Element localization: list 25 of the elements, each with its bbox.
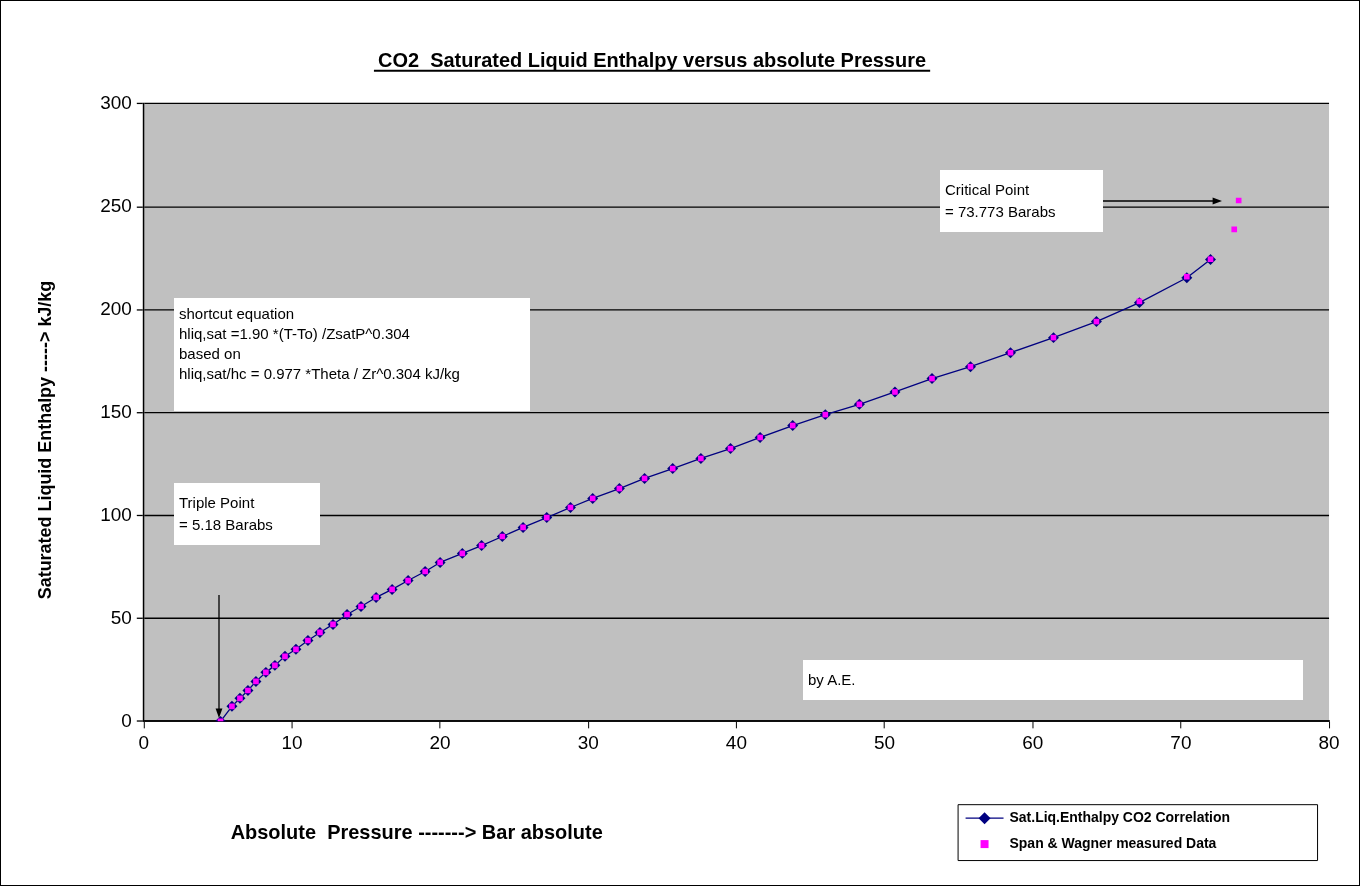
- y-tick-label: 0: [121, 709, 132, 731]
- y-tick-label: 250: [100, 194, 132, 216]
- y-tick-label: 50: [110, 606, 132, 628]
- note-box: by A.E.: [803, 660, 1303, 700]
- x-tick-label: 70: [1170, 731, 1192, 753]
- x-axis-title: Absolute Pressure -------> Bar absolute: [230, 821, 603, 844]
- x-tick-label: 50: [874, 731, 896, 753]
- legend-label: Span & Wagner measured Data: [1009, 834, 1217, 851]
- y-tick-label: 300: [100, 92, 132, 113]
- y-tick-label: 200: [100, 297, 132, 319]
- note-box: shortcut equation hliq,sat =1.90 *(T-To) /ZsatP^0.304 based on hliq,sat/hc = 0.977 *Theta / Zr^0.304 kJ/kg: [174, 298, 530, 411]
- note-box: Triple Point = 5.18 Barabs: [174, 483, 320, 545]
- x-tick-label: 40: [725, 731, 747, 753]
- y-tick-label: 100: [100, 503, 132, 525]
- x-tick-label: 0: [138, 731, 150, 753]
- y-axis-title: Saturated Liquid Enthalpy -----> kJ/kg: [34, 280, 55, 600]
- x-tick-label: 20: [429, 731, 451, 753]
- x-tick-label: 10: [281, 731, 303, 753]
- note-box: Critical Point = 73.773 Barabs: [940, 170, 1103, 232]
- legend-label: Sat.Liq.Enthalpy CO2 Correlation: [1009, 809, 1231, 825]
- x-tick-label: 60: [1022, 731, 1044, 753]
- x-tick-label: 30: [577, 731, 599, 753]
- x-tick-label: 80: [1318, 731, 1340, 753]
- y-tick-label: 150: [100, 400, 132, 422]
- chart-title: CO2 Saturated Liquid Enthalpy versus absolute Pressure: [378, 48, 927, 71]
